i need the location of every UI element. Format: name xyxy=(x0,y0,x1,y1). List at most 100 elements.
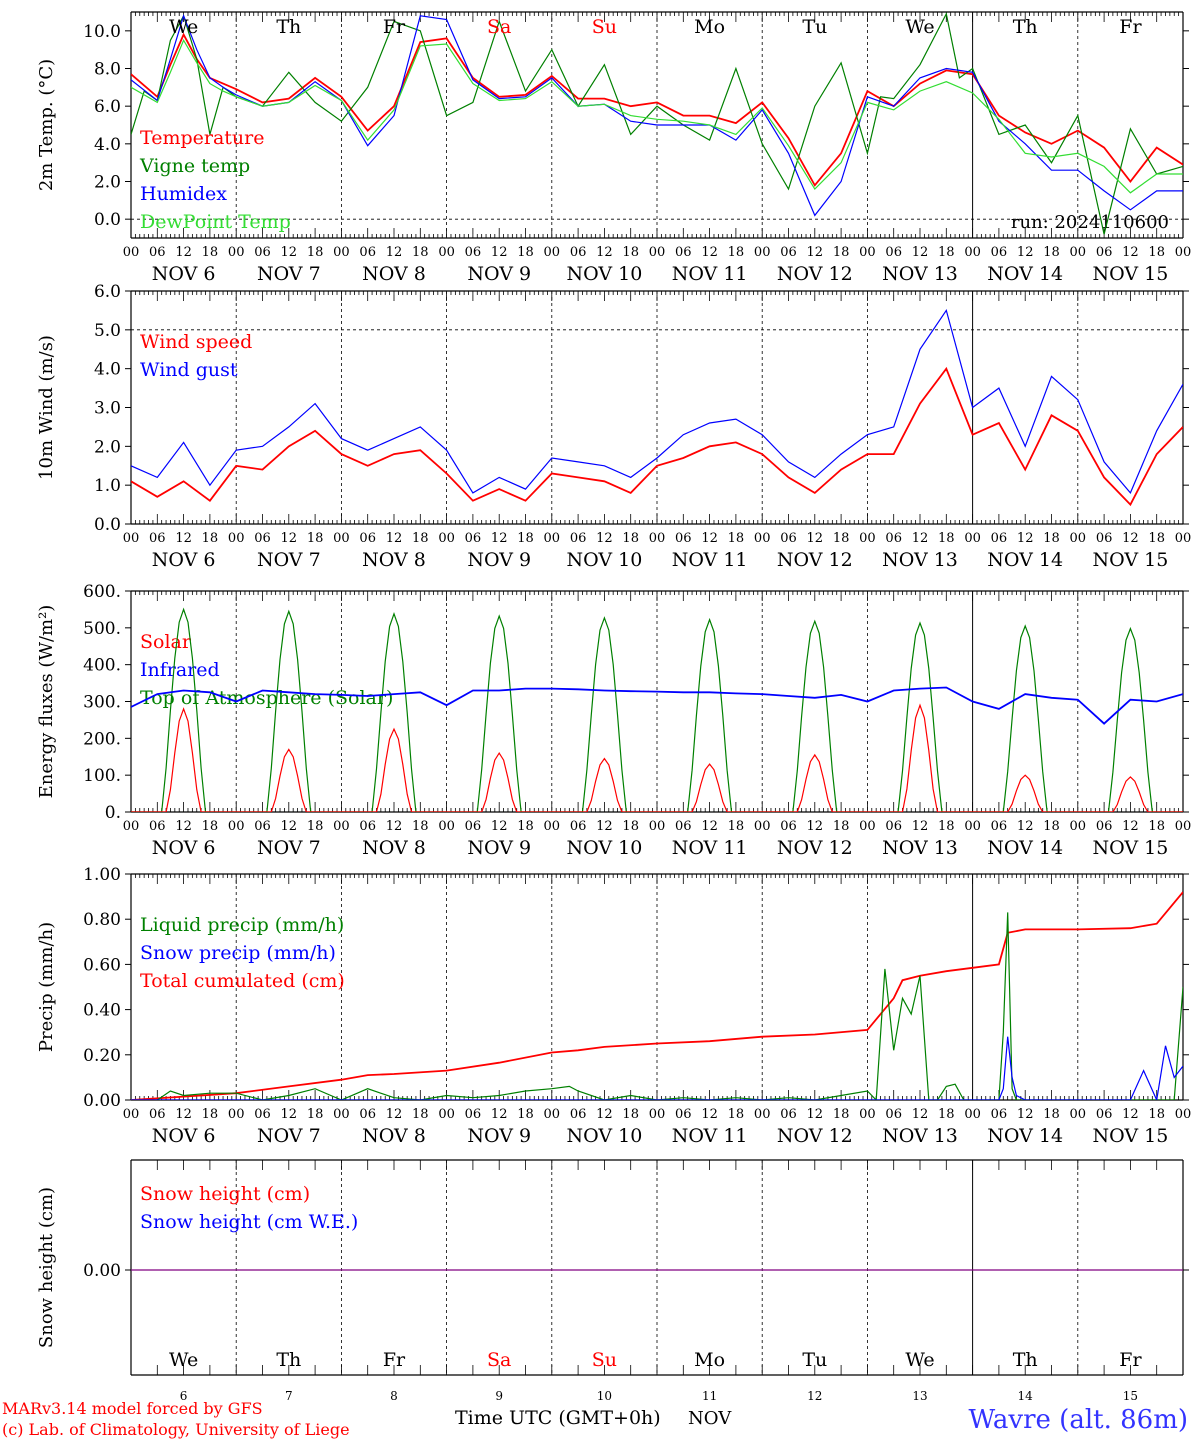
x-tick-label: 06 xyxy=(254,819,271,834)
y-tick-label: 0.20 xyxy=(83,1046,121,1066)
date-label: NOV 13 xyxy=(882,263,958,285)
date-label: NOV 11 xyxy=(672,263,748,285)
y-tick-label: 10.0 xyxy=(83,22,121,42)
x-tick-label: 06 xyxy=(675,819,692,834)
date-label: NOV 12 xyxy=(777,549,853,571)
y-tick-label: 0.40 xyxy=(83,1001,121,1021)
date-label: NOV 8 xyxy=(362,263,426,285)
y-tick-label: 6.0 xyxy=(94,97,121,117)
panel-1: 0.0 2.0 4.0 6.0 8.0 10.0 2m Temp. (°C) 00 06 12 18… xyxy=(36,11,1191,285)
x-tick-label: 00 xyxy=(228,1107,245,1122)
x-tick-label: 06 xyxy=(254,531,271,546)
y-tick-label: 300. xyxy=(83,693,121,713)
date-label: NOV 13 xyxy=(882,1125,958,1147)
x-tick-label: 06 xyxy=(675,1107,692,1122)
x-tick-label: 18 xyxy=(1148,1107,1165,1122)
x-tick-label: 18 xyxy=(307,1107,324,1122)
y-tick-label: 1.0 xyxy=(94,476,121,496)
x-tick-label: 18 xyxy=(833,531,850,546)
x-tick-label: 00 xyxy=(1175,819,1192,834)
legend-entry: Wind gust xyxy=(140,359,238,381)
x-tick-label: 00 xyxy=(438,531,455,546)
x-tick-label: 18 xyxy=(1148,245,1165,260)
x-tick-label: 06 xyxy=(780,819,797,834)
x-tick-label: 18 xyxy=(728,819,745,834)
date-label: NOV 10 xyxy=(566,1125,642,1147)
x-tick-label: 00 xyxy=(964,531,981,546)
y-axis-label: Snow height (cm) xyxy=(36,1187,57,1348)
x-tick-label: 12 xyxy=(701,1107,718,1122)
x-tick-label: 12 xyxy=(281,1107,298,1122)
x-tick-label: 00 xyxy=(649,245,666,260)
date-label: NOV 6 xyxy=(152,549,216,571)
x-tick-label: 18 xyxy=(307,531,324,546)
day-number-label: 15 xyxy=(1123,1389,1138,1403)
y-tick-label: 600. xyxy=(83,582,121,602)
x-tick-label: 06 xyxy=(1096,245,1113,260)
series-line xyxy=(131,1036,1183,1100)
x-tick-label: 12 xyxy=(596,1107,613,1122)
series-line-toa-solar xyxy=(131,607,1183,812)
x-tick-label: 12 xyxy=(175,245,192,260)
x-tick-label: 18 xyxy=(517,245,534,260)
x-tick-label: 00 xyxy=(228,245,245,260)
x-tick-label: 18 xyxy=(412,531,429,546)
date-label: NOV 10 xyxy=(566,837,642,859)
x-tick-label: 00 xyxy=(228,819,245,834)
date-label: NOV 6 xyxy=(152,1125,216,1147)
x-tick-label: 06 xyxy=(359,245,376,260)
day-number-label: 9 xyxy=(495,1389,503,1403)
weekday-label-top: Fr xyxy=(1119,16,1142,38)
date-label: NOV 7 xyxy=(257,549,321,571)
day-number-label: 14 xyxy=(1018,1389,1034,1403)
x-tick-label: 18 xyxy=(412,1107,429,1122)
x-tick-label: 06 xyxy=(359,1107,376,1122)
x-tick-label: 12 xyxy=(596,819,613,834)
legend-entry: Snow precip (mm/h) xyxy=(140,942,336,964)
x-tick-label: 00 xyxy=(123,245,140,260)
legend-entry: Snow height (cm W.E.) xyxy=(140,1211,358,1233)
x-tick-label: 12 xyxy=(807,819,824,834)
date-label: NOV 11 xyxy=(672,549,748,571)
x-tick-label: 12 xyxy=(1017,1107,1034,1122)
weekday-label-bottom: We xyxy=(169,1349,198,1371)
x-tick-label: 18 xyxy=(938,531,955,546)
x-tick-label: 00 xyxy=(438,245,455,260)
x-tick-label: 12 xyxy=(1122,1107,1139,1122)
y-tick-label: 400. xyxy=(83,656,121,676)
x-tick-label: 06 xyxy=(991,531,1008,546)
x-tick-label: 18 xyxy=(1043,1107,1060,1122)
x-tick-label: 18 xyxy=(833,1107,850,1122)
x-tick-label: 18 xyxy=(938,1107,955,1122)
weekday-label-top: Sa xyxy=(487,16,511,38)
x-tick-label: 12 xyxy=(701,245,718,260)
y-tick-label: 500. xyxy=(83,619,121,639)
weekday-label-top: We xyxy=(169,16,198,38)
series-line xyxy=(131,366,1183,507)
x-tick-label: 00 xyxy=(333,245,350,260)
day-number-label: 6 xyxy=(180,1389,188,1403)
x-tick-label: 12 xyxy=(491,819,508,834)
x-tick-label: 18 xyxy=(938,819,955,834)
date-label: NOV 14 xyxy=(987,263,1063,285)
series-line xyxy=(131,308,1183,495)
y-tick-label: 0.60 xyxy=(83,955,121,975)
x-tick-label: 18 xyxy=(307,819,324,834)
x-tick-label: 06 xyxy=(675,245,692,260)
x-tick-label: 18 xyxy=(1043,531,1060,546)
panel-5: 0.00 Snow height (cm) Snow height (cm) Snow… xyxy=(36,1159,1189,1376)
legend-entry: Snow height (cm) xyxy=(140,1183,310,1205)
x-tick-label: 18 xyxy=(202,819,219,834)
x-tick-label: 12 xyxy=(912,1107,929,1122)
y-tick-label: 0. xyxy=(105,803,121,823)
x-tick-label: 12 xyxy=(596,531,613,546)
y-tick-label: 8.0 xyxy=(94,60,121,80)
x-tick-label: 18 xyxy=(728,245,745,260)
x-tick-label: 00 xyxy=(333,819,350,834)
x-tick-label: 18 xyxy=(622,819,639,834)
y-tick-label: 2.0 xyxy=(94,173,121,193)
day-number-label: 7 xyxy=(285,1389,293,1403)
weekday-label-top: Th xyxy=(1013,16,1038,38)
x-tick-label: 12 xyxy=(596,245,613,260)
x-tick-label: 06 xyxy=(359,531,376,546)
